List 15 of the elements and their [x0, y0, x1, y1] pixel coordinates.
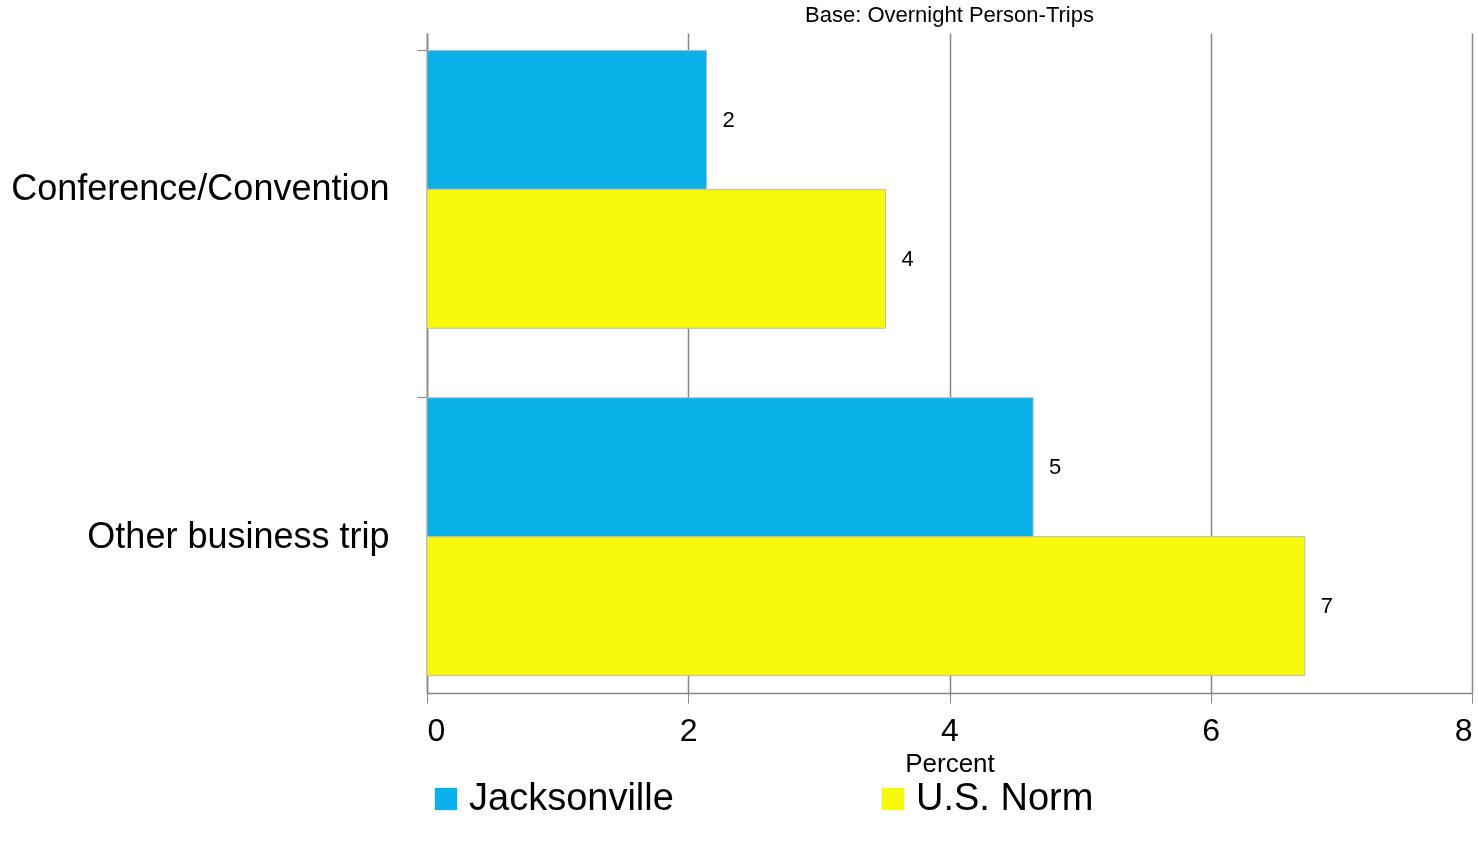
legend-label: Jacksonville: [469, 776, 674, 818]
y-tick-label: Other business trip: [87, 514, 390, 556]
chart-title: Base: Overnight Person-Trips: [805, 2, 1094, 27]
x-axis-title: Percent: [905, 747, 996, 778]
data-label: 7: [1320, 593, 1334, 619]
data-label: 2: [722, 106, 735, 132]
x-tick-label: 8: [1454, 711, 1473, 748]
x-tick-label: 4: [941, 711, 959, 748]
data-label: 4: [901, 245, 914, 271]
x-tick-label: 0: [427, 711, 446, 748]
x-tick-label: 2: [679, 711, 698, 748]
legend-label: U.S. Norm: [916, 776, 1094, 818]
y-tick-label: Conference/Convention: [11, 167, 390, 209]
x-tick-label: 6: [1202, 711, 1221, 748]
data-label: 5: [1049, 454, 1062, 480]
